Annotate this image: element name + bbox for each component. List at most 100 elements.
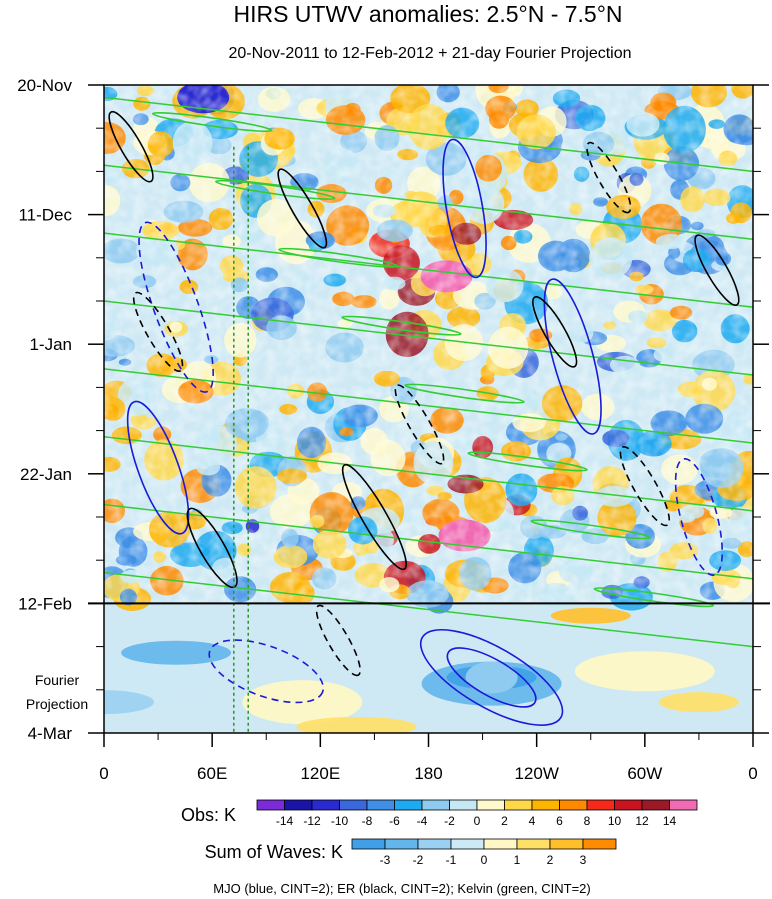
colorbar-swatch — [586, 799, 615, 811]
mjo-contour — [442, 138, 487, 279]
mjo-contour — [446, 647, 537, 708]
y-tick-label: 4-Mar — [28, 724, 73, 743]
projection-cell — [121, 640, 232, 665]
kelvin-contour — [104, 571, 753, 648]
colorbar-level-label: -12 — [303, 814, 321, 828]
colorbar-swatch — [641, 799, 670, 811]
colorbar-level-label: 6 — [556, 814, 563, 828]
projection-label-line2: Projection — [26, 696, 88, 712]
obs-colorbar: -14 -12 -10 -8 -6 -4 -2 0 2 4 6 8 10 12 14 — [256, 799, 698, 828]
y-tick-label: 12-Feb — [18, 594, 72, 613]
colorbar-level-label: 0 — [481, 853, 488, 867]
y-tick-label: 22-Jan — [20, 465, 72, 484]
y-tick-label: 1-Jan — [29, 335, 72, 354]
plot-area — [104, 85, 753, 733]
kelvin-contour — [404, 383, 525, 404]
colorbar-swatch — [384, 838, 419, 850]
x-tick-label: 60E — [197, 764, 227, 783]
colorbar-swatch — [476, 799, 505, 811]
colorbar-swatch — [339, 799, 368, 811]
colorbar-swatch — [256, 799, 285, 811]
colorbar-level-label: -14 — [276, 814, 294, 828]
projection-cell — [574, 651, 715, 692]
x-tick-label: 120E — [300, 764, 340, 783]
kelvin-contour — [341, 315, 462, 336]
y-tick-label: 20-Nov — [17, 76, 72, 95]
colorbar-level-label: -2 — [413, 853, 424, 867]
colorbar-swatch — [394, 799, 423, 811]
er-contour — [394, 384, 445, 465]
colorbar-swatch — [559, 799, 588, 811]
x-tick-label: 120W — [514, 764, 558, 783]
mjo-contour — [543, 278, 602, 435]
colorbar-level-label: 12 — [635, 814, 649, 828]
colorbar-level-label: 8 — [584, 814, 591, 828]
kelvin-contour — [104, 503, 753, 580]
colorbar-swatch — [449, 799, 478, 811]
colorbar-swatch — [311, 799, 340, 811]
er-contour — [586, 141, 632, 214]
x-tick-label: 0 — [99, 764, 108, 783]
kelvin-contour — [530, 519, 651, 540]
wave-contours — [104, 96, 753, 733]
kelvin-contour — [215, 179, 336, 200]
obs-colorbar-label: Obs: K — [181, 805, 236, 825]
kelvin-contour — [151, 111, 273, 133]
colorbar-swatch — [483, 838, 518, 850]
colorbar-level-label: 2 — [501, 814, 508, 828]
projection-cell — [550, 607, 631, 624]
kelvin-contour — [104, 96, 753, 173]
y-tick-label: 11-Dec — [18, 206, 72, 225]
projection-cell — [658, 692, 739, 713]
colorbar-swatch — [421, 799, 450, 811]
er-contour — [341, 463, 407, 571]
mjo-contour — [126, 400, 190, 535]
colorbar-swatch — [504, 799, 533, 811]
colorbar-level-label: -4 — [417, 814, 428, 828]
kelvin-contour — [104, 436, 753, 512]
colorbar-level-label: -10 — [331, 814, 349, 828]
er-contour — [694, 234, 740, 306]
colorbar-swatch — [516, 838, 551, 850]
projection-cell — [296, 716, 417, 733]
mjo-contour — [138, 221, 214, 393]
kelvin-contour — [104, 164, 753, 241]
kelvin-contour — [467, 451, 588, 472]
colorbar-level-label: -2 — [444, 814, 455, 828]
projection-label-line1: Fourier — [35, 672, 80, 688]
colorbar-swatch — [669, 799, 698, 811]
mjo-contour — [674, 458, 724, 576]
er-contour — [186, 507, 238, 589]
chart-title: HIRS UTWV anomalies: 2.5°N - 7.5°N — [233, 1, 622, 27]
x-axis: 0 60E 120E 180 120W 60W 0 — [99, 733, 758, 783]
colorbar-level-label: 1 — [514, 853, 521, 867]
colorbar-swatch — [366, 799, 395, 811]
x-tick-label: 0 — [748, 764, 757, 783]
colorbar-level-label: 2 — [547, 853, 554, 867]
colorbar-swatch — [450, 838, 485, 850]
kelvin-contour — [104, 368, 753, 444]
chart-subtitle: 20-Nov-2011 to 12-Feb-2012 + 21-day Four… — [228, 45, 631, 62]
waves-colorbar: -3 -2 -1 0 1 2 3 — [351, 838, 617, 867]
colorbar-swatch — [531, 799, 560, 811]
kelvin-contour — [104, 232, 753, 308]
colorbar-swatch — [614, 799, 643, 811]
colorbar-swatch — [417, 838, 452, 850]
kelvin-contour — [104, 300, 753, 376]
colorbar-level-label: -3 — [380, 853, 391, 867]
colorbar-level-label: -8 — [362, 814, 373, 828]
contour-legend-footer: MJO (blue, CINT=2); ER (black, CINT=2); … — [213, 881, 590, 896]
x-tick-label: 180 — [414, 764, 442, 783]
projection-mjo-negative — [465, 661, 518, 694]
colorbar-level-label: 14 — [663, 814, 677, 828]
er-contour — [532, 296, 578, 368]
colorbar-swatch — [351, 838, 386, 850]
er-contour — [315, 604, 361, 677]
waves-colorbar-label: Sum of Waves: K — [205, 842, 343, 862]
projection-cell — [104, 690, 154, 715]
colorbar-level-label: 0 — [474, 814, 481, 828]
noise-texture — [104, 85, 753, 603]
colorbar-swatch — [284, 799, 313, 811]
colorbar-level-label: -1 — [446, 853, 457, 867]
